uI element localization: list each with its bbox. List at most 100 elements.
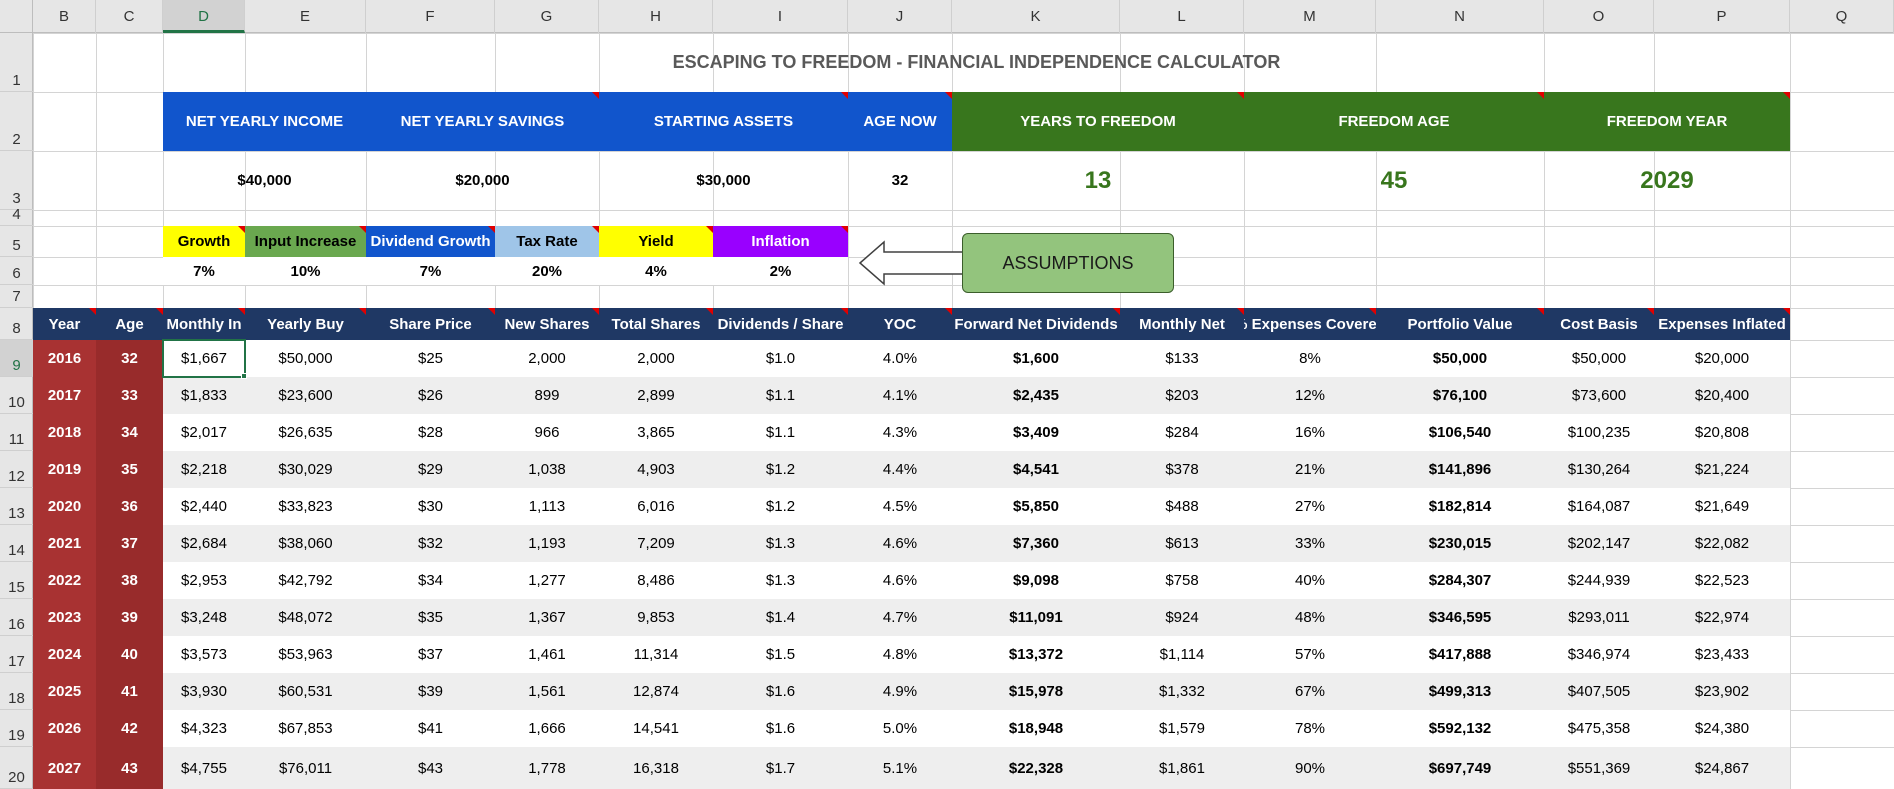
- table-header-3[interactable]: Yearly Buy: [245, 308, 366, 340]
- table-cell[interactable]: $1,861: [1120, 747, 1244, 789]
- table-cell[interactable]: $1.6: [713, 710, 848, 747]
- table-cell[interactable]: $50,000: [245, 340, 366, 377]
- assumption-dividend-growth-value[interactable]: 7%: [366, 257, 495, 285]
- table-cell[interactable]: $23,433: [1654, 636, 1790, 673]
- row-header-16[interactable]: 16: [0, 599, 33, 636]
- column-header-c[interactable]: C: [96, 0, 163, 33]
- table-cell[interactable]: 67%: [1244, 673, 1376, 710]
- table-cell[interactable]: 4.6%: [848, 562, 952, 599]
- table-cell[interactable]: 12,874: [599, 673, 713, 710]
- table-cell[interactable]: $1.7: [713, 747, 848, 789]
- table-cell[interactable]: $551,369: [1544, 747, 1654, 789]
- table-cell[interactable]: $4,541: [952, 451, 1120, 488]
- table-header-10[interactable]: Monthly Net: [1120, 308, 1244, 340]
- table-cell[interactable]: 38: [96, 562, 163, 599]
- table-header-13[interactable]: Cost Basis: [1544, 308, 1654, 340]
- column-header-e[interactable]: E: [245, 0, 366, 33]
- table-cell[interactable]: $3,409: [952, 414, 1120, 451]
- table-cell[interactable]: $24,867: [1654, 747, 1790, 789]
- column-header-q[interactable]: Q: [1790, 0, 1894, 33]
- table-cell[interactable]: 8,486: [599, 562, 713, 599]
- assumption-input-increase-label[interactable]: Input Increase: [245, 226, 366, 257]
- table-cell[interactable]: $26,635: [245, 414, 366, 451]
- assumption-inflation-value[interactable]: 2%: [713, 257, 848, 285]
- table-header-6[interactable]: Total Shares: [599, 308, 713, 340]
- row-header-7[interactable]: 7: [0, 285, 33, 308]
- table-cell[interactable]: $488: [1120, 488, 1244, 525]
- table-cell[interactable]: $1,114: [1120, 636, 1244, 673]
- freedom-age-value[interactable]: 45: [1380, 166, 1408, 194]
- table-cell[interactable]: 4.1%: [848, 377, 952, 414]
- table-cell[interactable]: $346,974: [1544, 636, 1654, 673]
- fill-handle[interactable]: [241, 373, 247, 379]
- table-cell[interactable]: $1.5: [713, 636, 848, 673]
- assumption-inflation-label[interactable]: Inflation: [713, 226, 848, 257]
- table-cell[interactable]: 14,541: [599, 710, 713, 747]
- table-header-2[interactable]: Monthly In: [163, 308, 245, 340]
- row-header-17[interactable]: 17: [0, 636, 33, 673]
- table-cell[interactable]: $133: [1120, 340, 1244, 377]
- table-cell[interactable]: $23,902: [1654, 673, 1790, 710]
- column-header-j[interactable]: J: [848, 0, 952, 33]
- table-cell[interactable]: $1.6: [713, 673, 848, 710]
- table-cell[interactable]: $37: [366, 636, 495, 673]
- table-cell[interactable]: $1.2: [713, 451, 848, 488]
- table-cell[interactable]: 27%: [1244, 488, 1376, 525]
- table-header-9[interactable]: Forward Net Dividends: [952, 308, 1120, 340]
- table-cell[interactable]: $3,248: [163, 599, 245, 636]
- years-to-freedom-value[interactable]: 13: [1084, 166, 1112, 194]
- table-row-year[interactable]: 2016: [33, 340, 96, 377]
- table-cell[interactable]: $613: [1120, 525, 1244, 562]
- table-cell[interactable]: $2,435: [952, 377, 1120, 414]
- table-cell[interactable]: $18,948: [952, 710, 1120, 747]
- table-cell[interactable]: 37: [96, 525, 163, 562]
- table-cell[interactable]: 39: [96, 599, 163, 636]
- table-cell[interactable]: $4,755: [163, 747, 245, 789]
- table-cell[interactable]: $76,011: [245, 747, 366, 789]
- table-cell[interactable]: $100,235: [1544, 414, 1654, 451]
- table-cell[interactable]: $141,896: [1376, 451, 1544, 488]
- assumption-growth-label[interactable]: Growth: [163, 226, 245, 257]
- select-all-corner[interactable]: [0, 0, 33, 33]
- table-cell[interactable]: $2,953: [163, 562, 245, 599]
- table-cell[interactable]: 33%: [1244, 525, 1376, 562]
- assumption-yield-label[interactable]: Yield: [599, 226, 713, 257]
- column-header-i[interactable]: I: [713, 0, 848, 33]
- table-cell[interactable]: $293,011: [1544, 599, 1654, 636]
- table-cell[interactable]: $1.3: [713, 525, 848, 562]
- table-cell[interactable]: 16,318: [599, 747, 713, 789]
- table-cell[interactable]: 34: [96, 414, 163, 451]
- table-cell[interactable]: 4.3%: [848, 414, 952, 451]
- column-header-f[interactable]: F: [366, 0, 495, 33]
- table-cell[interactable]: $42,792: [245, 562, 366, 599]
- table-cell[interactable]: $3,573: [163, 636, 245, 673]
- column-header-p[interactable]: P: [1654, 0, 1790, 33]
- table-cell[interactable]: $1,833: [163, 377, 245, 414]
- freedom-year-label[interactable]: FREEDOM YEAR: [1544, 92, 1790, 151]
- active-cell-selection[interactable]: [162, 339, 246, 378]
- table-header-8[interactable]: YOC: [848, 308, 952, 340]
- freedom-year-value[interactable]: 2029: [1640, 166, 1694, 194]
- assumption-growth-value[interactable]: 7%: [163, 257, 245, 285]
- table-cell[interactable]: $697,749: [1376, 747, 1544, 789]
- table-cell[interactable]: $2,218: [163, 451, 245, 488]
- table-cell[interactable]: $130,264: [1544, 451, 1654, 488]
- table-header-1[interactable]: Age: [96, 308, 163, 340]
- table-cell[interactable]: 4.4%: [848, 451, 952, 488]
- table-cell[interactable]: $20,808: [1654, 414, 1790, 451]
- table-cell[interactable]: 9,853: [599, 599, 713, 636]
- table-cell[interactable]: 2,000: [599, 340, 713, 377]
- table-header-5[interactable]: New Shares: [495, 308, 599, 340]
- table-cell[interactable]: $2,017: [163, 414, 245, 451]
- table-header-14[interactable]: Expenses Inflated: [1654, 308, 1790, 340]
- years-to-freedom-label[interactable]: YEARS TO FREEDOM: [952, 92, 1244, 151]
- row-header-10[interactable]: 10: [0, 377, 33, 414]
- table-row-year[interactable]: 2019: [33, 451, 96, 488]
- row-header-2[interactable]: 2: [0, 92, 33, 151]
- table-cell[interactable]: $30: [366, 488, 495, 525]
- row-header-8[interactable]: 8: [0, 308, 33, 340]
- table-cell[interactable]: $244,939: [1544, 562, 1654, 599]
- table-cell[interactable]: 1,193: [495, 525, 599, 562]
- table-cell[interactable]: $202,147: [1544, 525, 1654, 562]
- table-cell[interactable]: 35: [96, 451, 163, 488]
